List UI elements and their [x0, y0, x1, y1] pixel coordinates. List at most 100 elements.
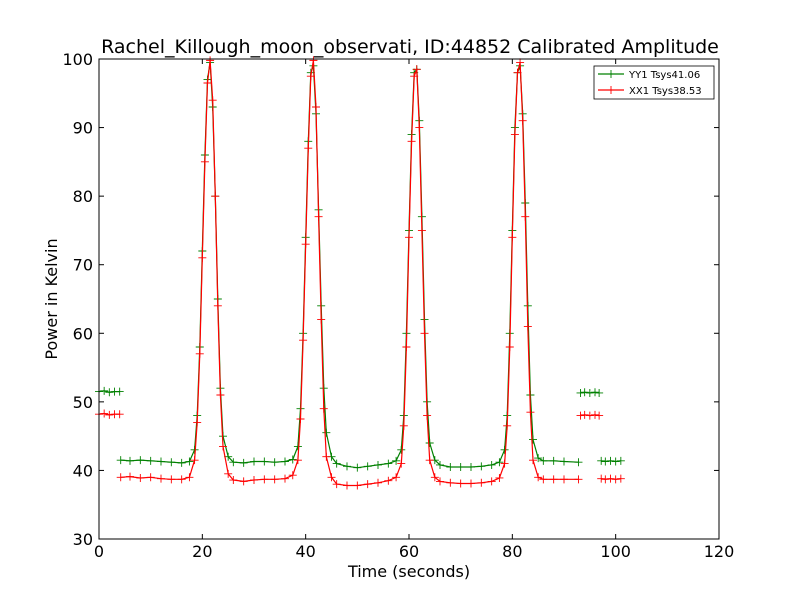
- data-point: [430, 473, 439, 482]
- data-point: [539, 475, 548, 484]
- data-point: [296, 415, 305, 423]
- data-point: [105, 388, 114, 397]
- data-point: [206, 56, 215, 65]
- data-point: [229, 458, 238, 467]
- chart-title: Rachel_Killough_moon_observati, ID:44852…: [101, 36, 719, 58]
- data-point: [100, 409, 109, 418]
- y-tick-label: 50: [73, 393, 93, 412]
- data-point: [353, 481, 362, 490]
- data-point: [200, 157, 209, 166]
- data-point: [523, 322, 532, 331]
- data-point: [332, 459, 341, 468]
- legend: YY1 Tsys41.06 XX1 Tsys38.53: [593, 65, 715, 100]
- data-point: [317, 315, 326, 324]
- data-point: [446, 478, 455, 487]
- data-point: [126, 472, 134, 481]
- data-point: [516, 58, 525, 67]
- data-point: [510, 130, 519, 139]
- data-point: [534, 454, 543, 463]
- data-point: [281, 474, 289, 483]
- data-point: [203, 79, 212, 87]
- data-point: [270, 458, 279, 467]
- data-point: [115, 387, 124, 396]
- data-point: [293, 442, 302, 451]
- data-point: [529, 435, 537, 444]
- data-point: [304, 144, 313, 153]
- data-point: [213, 301, 222, 310]
- data-point: [157, 474, 165, 483]
- data-point: [288, 471, 297, 480]
- data-point: [211, 192, 220, 201]
- data-point: [177, 458, 186, 467]
- y-tick-label: 60: [73, 324, 93, 343]
- data-point: [190, 456, 199, 465]
- data-point: [580, 388, 589, 397]
- data-point: [585, 388, 594, 397]
- data-point: [309, 56, 318, 65]
- y-tick-label: 30: [73, 530, 93, 549]
- data-point: [224, 469, 233, 478]
- data-point: [392, 456, 401, 465]
- data-point: [487, 460, 496, 469]
- data-point: [397, 445, 406, 454]
- data-point: [526, 408, 535, 417]
- data-point: [616, 474, 625, 483]
- data-point: [353, 463, 362, 472]
- data-point: [363, 480, 372, 489]
- data-point: [616, 456, 625, 465]
- data-point: [260, 457, 269, 466]
- data-point: [281, 457, 289, 466]
- data-point: [384, 459, 393, 468]
- data-point: [415, 123, 424, 132]
- legend-box: [593, 65, 715, 100]
- data-point: [327, 473, 336, 482]
- data-point: [597, 456, 606, 465]
- data-point: [456, 463, 465, 471]
- data-point: [436, 477, 444, 486]
- data-point: [322, 428, 331, 437]
- data-point: [319, 404, 328, 413]
- series-line: [120, 60, 579, 487]
- data-point: [399, 421, 408, 430]
- data-point: [185, 457, 194, 466]
- data-point: [136, 456, 145, 465]
- data-point: [193, 418, 202, 427]
- data-point: [407, 137, 416, 146]
- data-point: [595, 411, 604, 420]
- y-tick-label: 100: [62, 50, 93, 69]
- data-point: [606, 474, 615, 483]
- data-point: [597, 474, 606, 483]
- data-point: [312, 103, 320, 111]
- data-point: [505, 343, 514, 351]
- x-tick-label: 100: [600, 542, 631, 561]
- data-point: [574, 458, 583, 467]
- data-point: [402, 343, 411, 351]
- data-point: [314, 212, 323, 221]
- x-tick-label: 20: [192, 542, 212, 561]
- data-point: [405, 233, 413, 242]
- data-point: [146, 473, 155, 482]
- data-point: [477, 462, 486, 471]
- data-point: [167, 475, 176, 484]
- data-point: [549, 475, 558, 484]
- data-point: [100, 386, 109, 395]
- data-point: [467, 479, 475, 488]
- data-point: [270, 475, 279, 484]
- data-point: [115, 410, 124, 419]
- data-point: [343, 481, 351, 490]
- data-point: [500, 445, 509, 454]
- data-point: [397, 459, 406, 468]
- y-tick-label: 90: [73, 119, 93, 138]
- series-1: [95, 56, 625, 490]
- data-point: [595, 388, 604, 397]
- data-point: [467, 463, 475, 471]
- legend-label: YY1 Tsys41.06: [628, 70, 700, 81]
- y-tick-label: 80: [73, 187, 93, 206]
- data-point: [591, 388, 599, 397]
- data-point: [611, 475, 620, 484]
- x-tick-label: 40: [295, 542, 315, 561]
- data-point: [392, 473, 401, 482]
- data-point: [518, 116, 527, 125]
- x-tick-label: 80: [502, 542, 522, 561]
